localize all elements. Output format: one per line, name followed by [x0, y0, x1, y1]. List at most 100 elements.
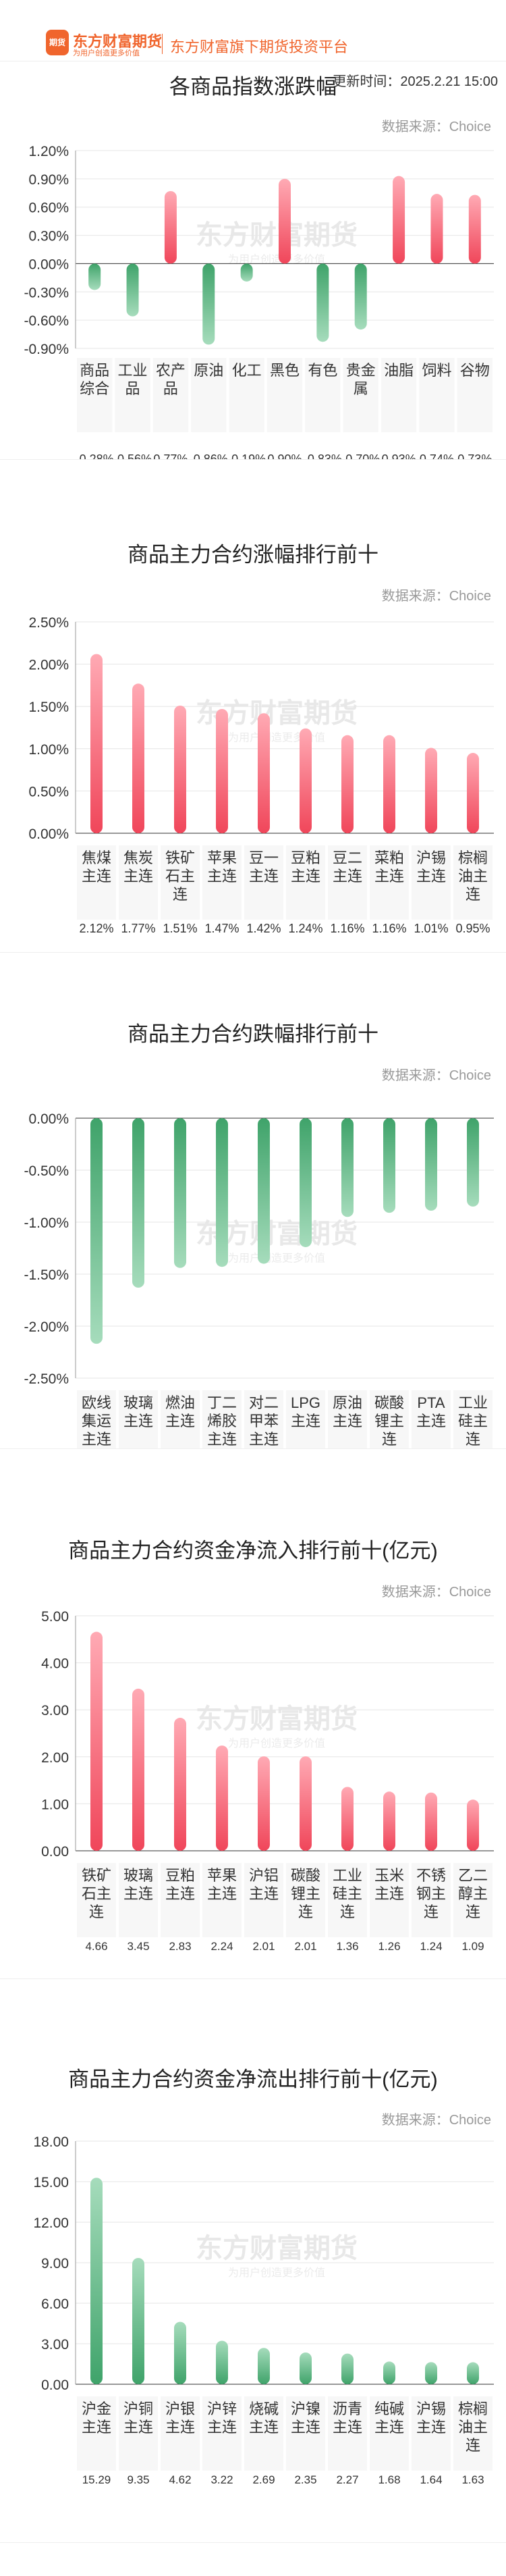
y-tick-label: -1.50%: [24, 1267, 69, 1283]
category-cell: [328, 845, 367, 920]
value-label: 4.62: [169, 2473, 191, 2486]
bar-6: [300, 728, 312, 833]
category-cell: [119, 2396, 158, 2471]
category-cell: [328, 1863, 367, 1937]
category-cell: [161, 1390, 200, 1449]
y-tick-label: -2.00%: [24, 1319, 69, 1335]
bar-chart: 东方财富期货为用户创造更多价值0.00%-0.50%-1.00%-1.50%-2…: [24, 1111, 494, 1449]
category-cell: [202, 845, 242, 920]
category-cell: [119, 1863, 158, 1937]
category-label: 原油: [194, 362, 223, 379]
value-label: 1.16%: [372, 922, 406, 935]
value-label: 0.77%: [153, 452, 188, 460]
bar-2: [132, 683, 144, 833]
category-label: 烧碱主连: [249, 2400, 279, 2436]
section-divider: [0, 2542, 506, 2543]
category-cell: [412, 1863, 451, 1937]
value-label: 1.36: [336, 1940, 358, 1953]
category-label: 豆粕主连: [291, 849, 320, 885]
category-label: 沪金主连: [82, 2400, 111, 2436]
data-source: 数据来源：Choice: [381, 2113, 491, 2128]
data-source: 数据来源：Choice: [381, 120, 491, 134]
category-label: 欧线集运主连: [82, 1394, 111, 1448]
y-tick-label: 2.50%: [28, 615, 69, 631]
category-cell: [202, 1390, 242, 1449]
category-cell: [244, 1863, 283, 1937]
value-label: 3.22: [210, 2473, 233, 2486]
bar-4: [216, 708, 228, 833]
value-label: 4.66: [85, 1940, 107, 1953]
bar-3: [174, 705, 186, 833]
data-source: 数据来源：Choice: [381, 1068, 491, 1083]
category-cell: [453, 1863, 493, 1937]
value-label: 1.51%: [163, 922, 197, 935]
y-tick-label: 0.50%: [28, 784, 69, 799]
category-label: 焦炭主连: [123, 849, 153, 885]
category-label: 饲料: [422, 362, 451, 379]
bar-9: [393, 176, 405, 264]
category-cell: [266, 358, 303, 432]
category-label: PTA 主连: [416, 1394, 446, 1429]
value-label: 1.09: [461, 1940, 484, 1953]
y-tick-label: 1.20%: [28, 144, 69, 159]
section-divider: [0, 952, 506, 953]
category-label: 碳酸锂主连: [291, 1867, 320, 1920]
header-divider: [162, 34, 163, 54]
value-label: 1.47%: [204, 922, 239, 935]
category-label: 棕榈油主连: [458, 2400, 488, 2454]
bar-10: [430, 194, 443, 264]
category-cell: [412, 845, 451, 920]
value-label: 2.12%: [79, 922, 113, 935]
category-cell: [161, 845, 200, 920]
category-cell: [229, 358, 264, 432]
value-label: 1.24%: [288, 922, 322, 935]
bar-5: [258, 713, 270, 833]
watermark-slogan: 为用户创造更多价值: [228, 254, 325, 266]
category-cell: [453, 845, 493, 920]
y-tick-label: 0.00%: [28, 1111, 69, 1127]
value-label: 2.24: [210, 1940, 233, 1953]
value-label: -0.28%: [76, 452, 114, 460]
bar-4: [216, 1118, 228, 1267]
category-label: 沪锡主连: [416, 2400, 446, 2436]
value-label: 2.01: [252, 1940, 275, 1953]
bar-2: [132, 2258, 144, 2384]
value-label: -0.56%: [113, 452, 152, 460]
category-cell: [457, 358, 493, 432]
category-cell: [328, 1390, 367, 1449]
category-cell: [419, 358, 455, 432]
bar-8: [383, 2361, 395, 2384]
category-label: LPG 主连: [291, 1394, 320, 1429]
bar-10: [467, 2362, 479, 2384]
category-cell: [161, 2396, 200, 2471]
y-tick-label: 0.90%: [28, 172, 69, 188]
category-cell: [244, 1390, 283, 1449]
bar-1: [90, 1631, 103, 1851]
value-label: -0.83%: [304, 452, 342, 460]
category-label: 乙二醇主连: [458, 1867, 488, 1920]
bar-4: [216, 1745, 228, 1851]
y-tick-label: -0.50%: [24, 1163, 69, 1179]
category-cell: [191, 358, 227, 432]
chart-section-2: 商品主力合约涨幅排行前十 数据来源：Choice 东方财富期货 为用户创造更多价值 2.…: [0, 460, 506, 953]
bar-7: [341, 1787, 354, 1851]
y-tick-label: 3.00: [41, 1703, 69, 1718]
y-tick-label: 3.00: [41, 2337, 69, 2352]
category-label: 沪镍主连: [291, 2400, 320, 2436]
y-tick-label: 9.00: [41, 2256, 69, 2271]
y-tick-label: 1.00%: [28, 742, 69, 758]
bar-2: [132, 1118, 144, 1288]
category-label: 铁矿石主连: [82, 1867, 111, 1920]
watermark-name: 东方财富期货: [196, 2234, 358, 2263]
category-label: 工业硅主连: [333, 1867, 362, 1920]
category-cell: [115, 358, 150, 432]
bar-1: [90, 1118, 103, 1344]
category-label: 沪锡主连: [416, 849, 446, 885]
y-tick-label: 2.00: [41, 1750, 69, 1766]
category-label: 工业硅主连: [458, 1394, 488, 1448]
y-tick-label: 2.00%: [28, 658, 69, 673]
value-label: 1.26: [378, 1940, 400, 1953]
y-tick-label: 15.00: [33, 2175, 69, 2190]
y-tick-label: 6.00: [41, 2296, 69, 2312]
value-label: 2.35: [294, 2473, 316, 2486]
